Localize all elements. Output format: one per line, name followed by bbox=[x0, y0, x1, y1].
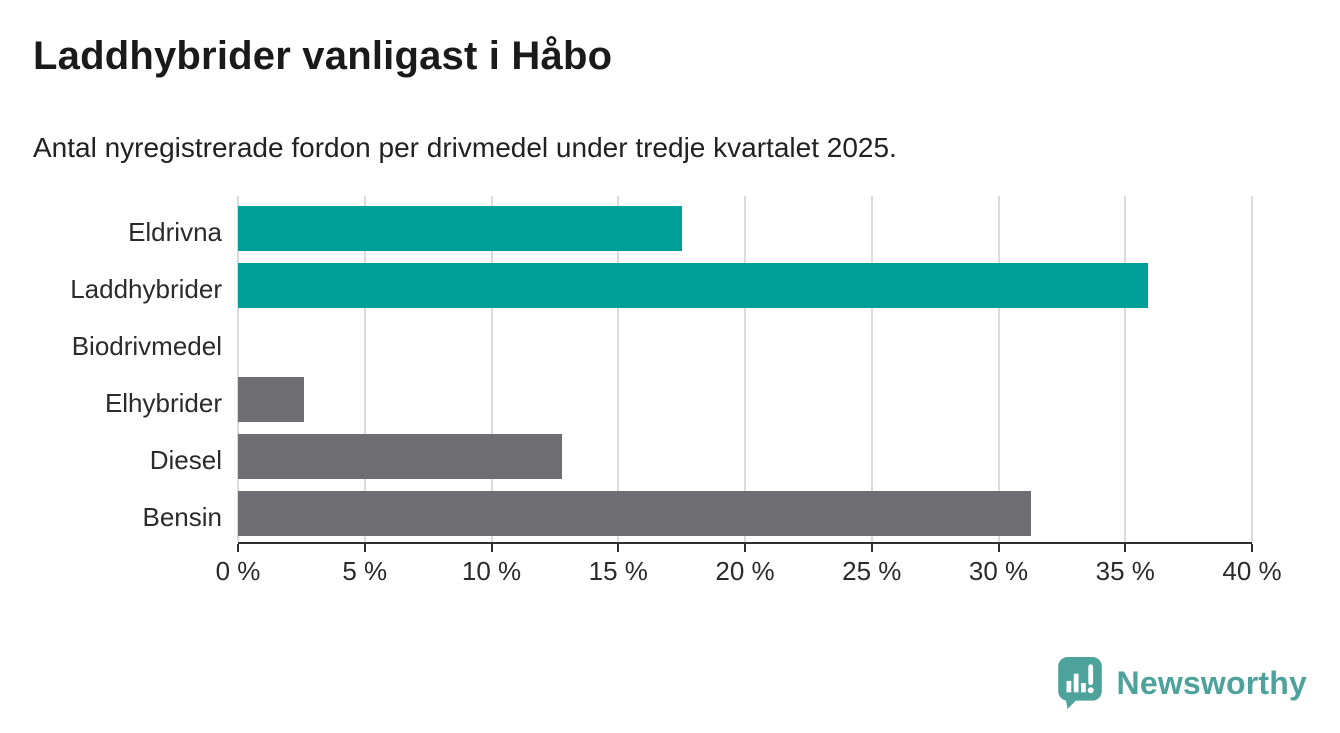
gridline bbox=[1251, 196, 1253, 542]
chart-row bbox=[238, 314, 1252, 371]
axis-tick-label: 25 % bbox=[842, 556, 902, 586]
chart-subtitle: Antal nyregistrerade fordon per drivmede… bbox=[33, 132, 897, 163]
chart-row bbox=[238, 257, 1252, 314]
axis-tick-label: 0 % bbox=[215, 556, 261, 586]
gridline bbox=[363, 196, 366, 542]
axis-tick bbox=[237, 544, 239, 552]
chart-row bbox=[238, 485, 1252, 542]
gridline bbox=[490, 196, 493, 542]
chart-row bbox=[238, 428, 1252, 485]
newsworthy-speech-bubble-chart-icon bbox=[1057, 657, 1102, 709]
bar-eldrivna bbox=[238, 206, 682, 251]
plot-area bbox=[237, 196, 1253, 542]
axis-tick-label: 40 % bbox=[1222, 556, 1282, 586]
axis-tick-label: 35 % bbox=[1095, 556, 1155, 586]
bar-laddhybrider bbox=[238, 263, 1149, 308]
axis-tick-label: 15 % bbox=[588, 556, 648, 586]
bar-bensin bbox=[238, 491, 1032, 536]
axis-tick-label: 5 % bbox=[342, 556, 388, 586]
category-label: Bensin bbox=[142, 502, 223, 532]
axis-tick bbox=[997, 544, 1000, 552]
chart-row bbox=[238, 371, 1252, 428]
category-label: Biodrivmedel bbox=[71, 331, 222, 361]
axis-tick bbox=[1124, 544, 1127, 552]
category-label: Eldrivna bbox=[128, 217, 222, 247]
axis-tick bbox=[490, 544, 493, 552]
bar-elhybrider bbox=[238, 377, 304, 422]
gridline bbox=[744, 196, 746, 542]
axis-tick bbox=[363, 544, 366, 552]
axis-tick-label: 10 % bbox=[461, 556, 522, 586]
axis-tick-label: 30 % bbox=[968, 556, 1029, 586]
gridline bbox=[237, 196, 239, 542]
axis-tick bbox=[1251, 544, 1253, 552]
axis-tick bbox=[744, 544, 746, 552]
gridline bbox=[617, 196, 620, 542]
newsworthy-logo-text: Newsworthy bbox=[1116, 664, 1307, 701]
category-label: Elhybrider bbox=[104, 388, 222, 418]
category-label: Laddhybrider bbox=[70, 274, 222, 304]
x-axis: 0 % 5 % 10 % 15 % 20 % 25 % 30 % 35 % 40 % bbox=[216, 542, 1282, 592]
chart-title: Laddhybrider vanligast i Håbo bbox=[33, 34, 613, 78]
axis-tick bbox=[617, 544, 620, 552]
gridline bbox=[997, 196, 1000, 542]
bar-diesel bbox=[238, 434, 563, 479]
chart-row bbox=[238, 200, 1252, 257]
axis-tick bbox=[870, 544, 873, 552]
gridline bbox=[1124, 196, 1127, 542]
gridline bbox=[870, 196, 873, 542]
axis-tick-label: 20 % bbox=[715, 556, 775, 586]
newsworthy-logo[interactable]: Newsworthy bbox=[1057, 656, 1307, 710]
category-label: Diesel bbox=[149, 445, 222, 475]
